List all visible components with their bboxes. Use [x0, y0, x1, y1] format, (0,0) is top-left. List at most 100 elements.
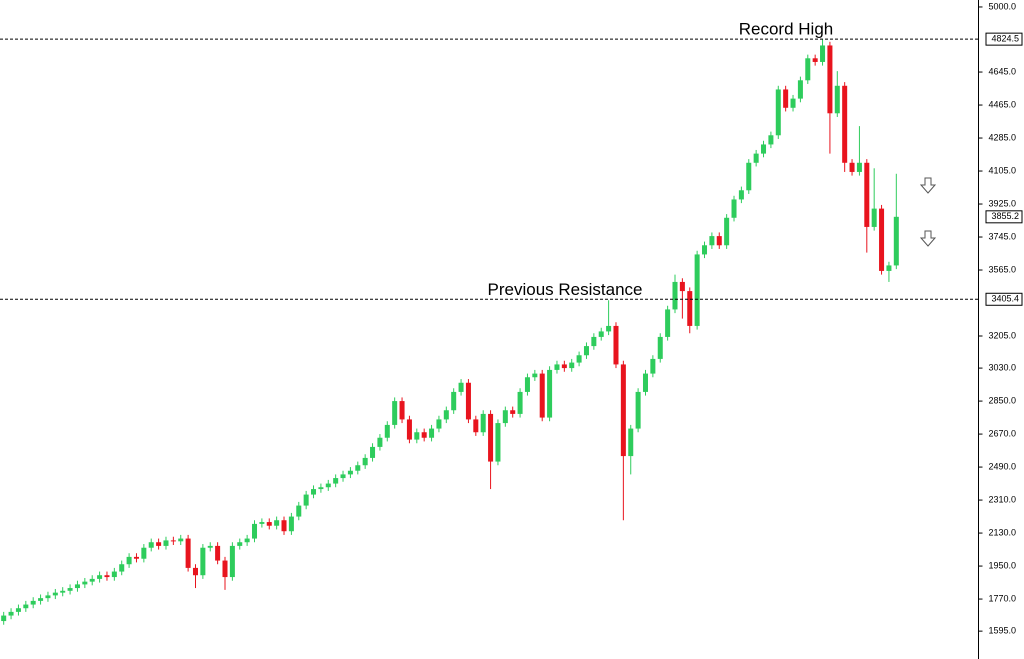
y-tick-label: 4645.0: [988, 66, 1016, 76]
candle-body: [421, 432, 427, 438]
candle-body: [119, 564, 125, 572]
candle-body: [620, 364, 626, 457]
candle-body: [156, 542, 162, 546]
last-price-box: [985, 210, 1023, 224]
candle-body: [141, 547, 147, 559]
candle-body: [694, 254, 700, 326]
candle-body: [311, 489, 317, 495]
candle-body: [207, 545, 213, 548]
candle-body: [576, 355, 582, 363]
candle-body: [510, 410, 516, 414]
candle-body: [768, 135, 774, 145]
candle-body: [488, 413, 494, 462]
candle-body: [517, 391, 523, 414]
candle-body: [60, 590, 66, 593]
candle-body: [790, 98, 796, 108]
candle-body: [89, 578, 95, 582]
candle-body: [244, 538, 250, 543]
candle-body: [539, 373, 545, 418]
candle-body: [30, 600, 36, 605]
candle-body: [672, 281, 678, 310]
candle-body: [259, 522, 265, 524]
candle-body: [266, 522, 272, 526]
candle-body: [554, 364, 560, 370]
y-tick-label: 2130.0: [988, 527, 1016, 537]
candle-body: [871, 208, 877, 227]
candle-body: [812, 58, 818, 62]
candle-body: [561, 364, 567, 369]
candle-body: [296, 505, 302, 517]
candle-body: [687, 291, 693, 326]
candle-body: [775, 89, 781, 136]
candle-body: [333, 478, 339, 484]
candle-body: [303, 494, 309, 506]
candle-body: [318, 487, 324, 490]
y-tick-label: 1595.0: [988, 626, 1016, 636]
candle-body: [598, 331, 604, 337]
candle-body: [104, 575, 110, 578]
level-annotation: Previous Resistance: [488, 280, 643, 299]
candle-body: [45, 595, 51, 599]
y-tick-label: 5000.0: [988, 1, 1016, 11]
candle-body: [650, 358, 656, 374]
candle-body: [702, 245, 708, 255]
candle-body: [429, 428, 435, 438]
candle-body: [893, 216, 899, 266]
candle-body: [856, 162, 862, 172]
y-tick-label: 1950.0: [988, 560, 1016, 570]
y-tick-label: 3745.0: [988, 231, 1016, 241]
candle-body: [451, 391, 457, 411]
level-price-box: [985, 32, 1023, 46]
y-tick-label: 3925.0: [988, 198, 1016, 208]
candle-body: [370, 446, 376, 458]
candle-body: [886, 265, 892, 271]
candle-body: [716, 236, 722, 246]
candle-body: [606, 325, 612, 332]
candle-body: [443, 410, 449, 420]
candle-body: [185, 538, 191, 568]
candle-body: [82, 581, 88, 585]
candle-body: [392, 401, 398, 425]
y-tick-label: 1770.0: [988, 593, 1016, 603]
candle-body: [340, 474, 346, 479]
candle-body: [148, 542, 154, 548]
candle-body: [347, 470, 353, 475]
candle-body: [761, 144, 767, 154]
candle-body: [657, 336, 663, 359]
candle-body: [192, 567, 198, 576]
candle-body: [642, 373, 648, 392]
candle-body: [97, 575, 103, 579]
candle-body: [52, 592, 58, 596]
candle-body: [170, 540, 176, 542]
candle-body: [613, 325, 619, 365]
candle-body: [111, 571, 117, 578]
candle-body: [709, 236, 715, 246]
candle-body: [133, 556, 139, 559]
y-tick-label: 4465.0: [988, 99, 1016, 109]
candle-body: [738, 190, 744, 200]
candle-body: [827, 45, 833, 114]
candle-body: [797, 80, 803, 99]
candle-body: [200, 547, 206, 576]
candle-body: [480, 413, 486, 433]
candle-body: [229, 545, 235, 578]
candle-body: [834, 85, 840, 114]
down-arrow-icon: [919, 177, 937, 247]
candle-body: [864, 162, 870, 227]
candle-body: [8, 611, 14, 616]
candle-body: [820, 45, 826, 62]
level-price-label: 3405.4: [991, 294, 1019, 304]
candle-body: [842, 85, 848, 163]
candle-body: [126, 556, 132, 565]
candle-body: [38, 598, 44, 601]
candle-body: [399, 401, 405, 420]
level-price-label: 4824.5: [991, 34, 1019, 44]
y-tick-label: 2670.0: [988, 428, 1016, 438]
candle-body: [849, 162, 855, 172]
y-tick-label: 2490.0: [988, 461, 1016, 471]
y-tick-label: 4105.0: [988, 165, 1016, 175]
candle-body: [583, 346, 589, 356]
candle-body: [377, 437, 383, 447]
candle-body: [495, 423, 501, 462]
